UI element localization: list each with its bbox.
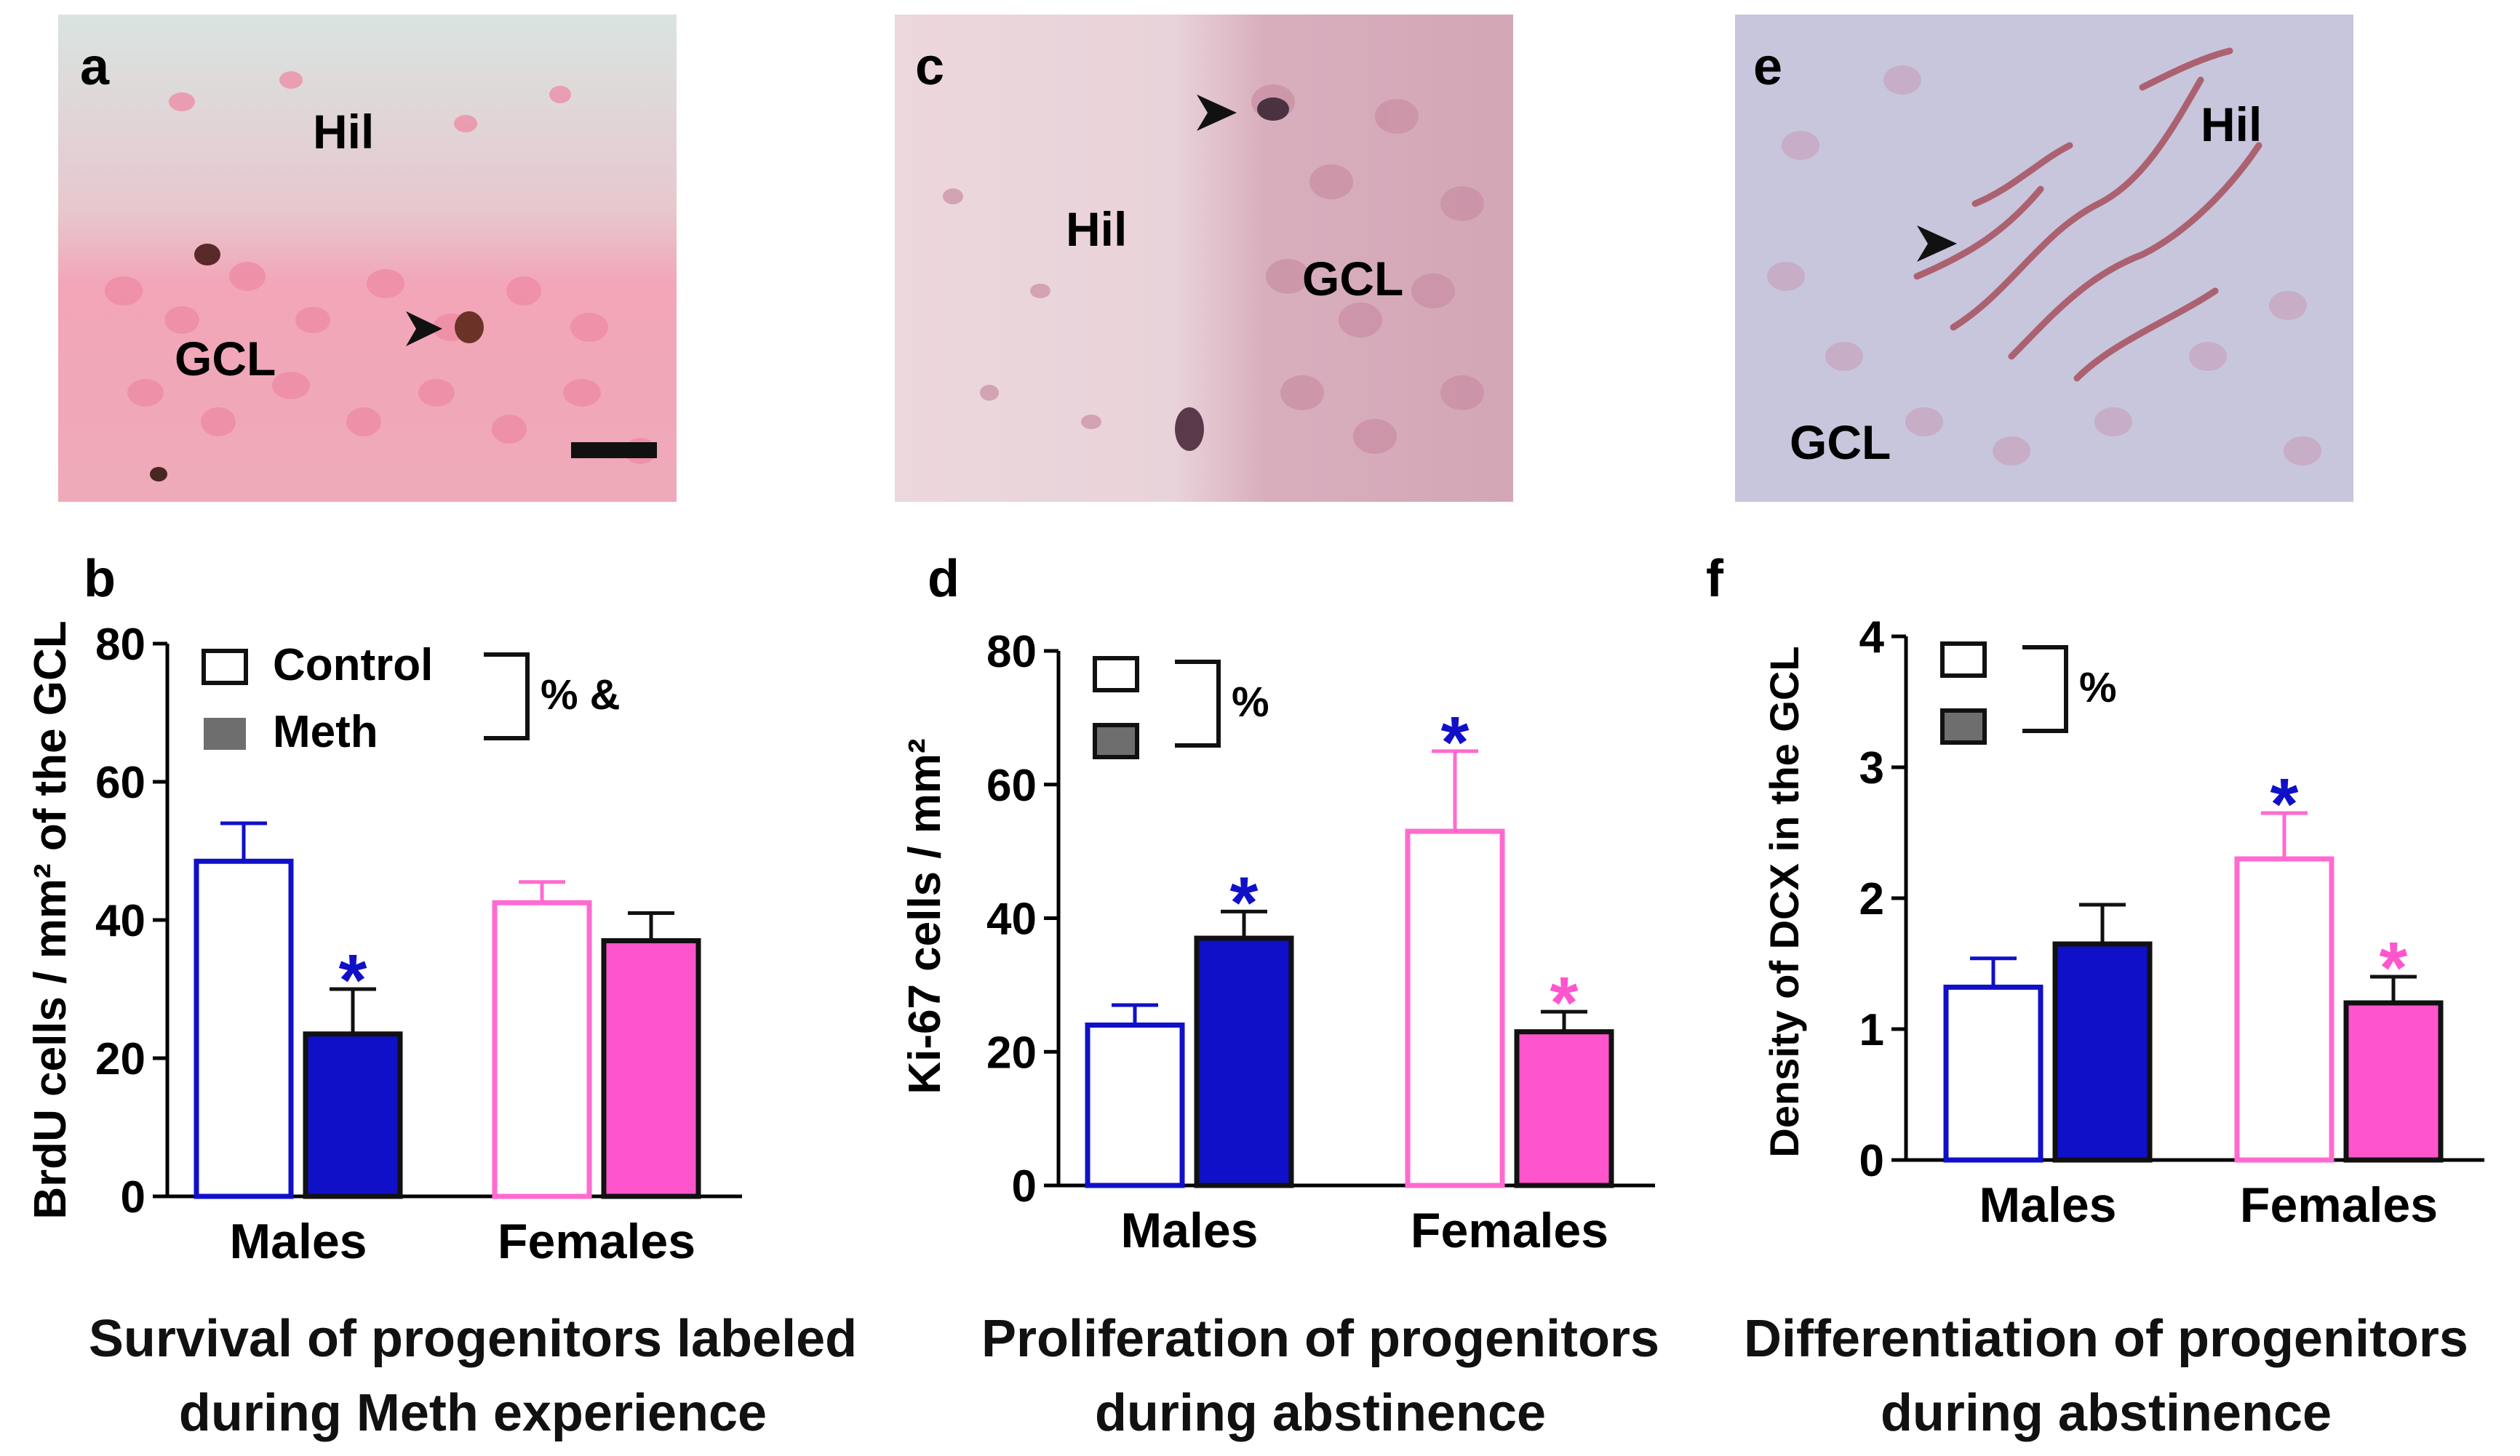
y-axis-label: BrdU cells / mm² of the GCL	[25, 620, 76, 1219]
y-tick-label: 20	[95, 1034, 145, 1084]
y-tick-label: 80	[986, 627, 1037, 677]
y-tick-label: 80	[95, 620, 145, 670]
bar-meth-females	[2343, 1000, 2444, 1163]
caption-b-line-2: during Meth experience	[178, 1384, 767, 1442]
legend-stat: %	[1232, 679, 1269, 726]
y-tick-label: 4	[1859, 612, 1885, 663]
chart-d: d 0 20 40 60 80 Ki-67 cells / mm² Males Females *…	[858, 531, 1673, 1316]
category-label-males: Males	[1979, 1177, 2117, 1233]
legend-swatch-control	[202, 649, 248, 685]
region-label-gcl: GCL	[1790, 415, 1891, 469]
bar-meth-males	[303, 1031, 403, 1199]
chart-f-svg: f 0 1 2 3 4 Density of DCX in the GCL Males Fema…	[1706, 550, 2484, 1233]
significance-asterisk: *	[1230, 862, 1259, 943]
category-label-females: Females	[2240, 1177, 2438, 1233]
bar-control-females	[492, 900, 592, 1199]
chart-f: f 0 1 2 3 4 Density of DCX in the GCL Males Fema…	[1695, 531, 2510, 1316]
y-tick-label: 60	[95, 758, 145, 808]
chart-d-svg: d 0 20 40 60 80 Ki-67 cells / mm² Males Females *…	[900, 550, 1655, 1258]
y-tick-label: 0	[1012, 1161, 1037, 1212]
region-label-gcl: GCL	[175, 332, 276, 385]
significance-asterisk: *	[339, 940, 367, 1021]
micrograph-e: e Hil GCL	[1735, 15, 2353, 502]
category-label-females: Females	[1411, 1203, 1608, 1258]
bar-control-males	[194, 858, 294, 1199]
region-label-hil: Hil	[1066, 202, 1128, 256]
panel-label-e: e	[1753, 38, 1783, 96]
category-label-males: Males	[230, 1214, 367, 1269]
chart-b: b 0 20 40 60 80 BrdU cells / mm² of the GCL Mal…	[15, 531, 829, 1316]
legend-swatch-control	[1093, 656, 1139, 692]
micrograph-a-image	[58, 15, 677, 502]
bar-control-females	[2234, 856, 2334, 1163]
panel-label-f: f	[1706, 550, 1724, 608]
legend-swatch-control	[1940, 641, 1987, 678]
y-tick-label: 20	[986, 1028, 1037, 1078]
region-label-hil: Hil	[313, 105, 375, 159]
y-tick-label: 40	[95, 896, 145, 946]
legend-label-meth: Meth	[273, 707, 378, 757]
legend-swatch-meth	[1093, 723, 1139, 759]
legend-bracket	[2022, 645, 2068, 733]
y-tick-label: 3	[1859, 743, 1884, 793]
legend-swatch-meth	[1940, 708, 1987, 745]
caption-d: Proliferation of progenitors during abst…	[891, 1302, 1750, 1450]
y-tick-label: 40	[986, 895, 1037, 945]
y-axis-label: Density of DCX in the GCL	[1761, 646, 1807, 1157]
bar-control-males	[1085, 1023, 1185, 1188]
panel-label-b: b	[84, 550, 116, 608]
legend-label-control: Control	[273, 640, 433, 690]
y-tick-label: 2	[1859, 874, 1884, 924]
category-label-males: Males	[1121, 1203, 1259, 1258]
category-label-females: Females	[498, 1214, 695, 1269]
significance-asterisk: *	[1441, 702, 1470, 783]
micrograph-c-image	[895, 15, 1513, 502]
legend-stat: %	[2079, 664, 2117, 711]
bar-control-males	[1943, 984, 2043, 1163]
y-tick-label: 0	[121, 1172, 145, 1223]
panel-label-c: c	[915, 38, 945, 96]
caption-d-line-2: during abstinence	[1094, 1384, 1547, 1442]
caption-d-line-1: Proliferation of progenitors	[981, 1310, 1660, 1368]
panel-label-a: a	[80, 38, 110, 96]
significance-asterisk: *	[2380, 927, 2408, 1009]
micrograph-e-image	[1735, 15, 2353, 502]
bar-control-females	[1405, 828, 1505, 1188]
legend-bracket	[484, 652, 530, 740]
y-axis-label: Ki-67 cells / mm²	[900, 738, 950, 1094]
bar-meth-males	[1194, 935, 1294, 1188]
y-tick-label: 0	[1859, 1136, 1884, 1186]
significance-asterisk: *	[1550, 962, 1579, 1044]
bar-meth-females	[1514, 1029, 1614, 1188]
region-label-gcl: GCL	[1302, 252, 1404, 305]
chart-b-svg: b 0 20 40 60 80 BrdU cells / mm² of the GCL Mal…	[25, 550, 742, 1269]
caption-f-line-1: Differentiation of progenitors	[1744, 1310, 2468, 1368]
significance-asterisk: *	[2270, 764, 2299, 845]
legend-swatch-meth	[204, 718, 246, 750]
y-tick-label: 60	[986, 761, 1037, 811]
legend-bracket	[1175, 660, 1221, 748]
bar-meth-males	[2052, 941, 2153, 1163]
bar-meth-females	[601, 938, 701, 1199]
y-tick-label: 1	[1859, 1005, 1884, 1055]
micrograph-c: c Hil GCL	[895, 15, 1513, 502]
micrograph-a: a Hil GCL	[58, 15, 677, 502]
legend-stat: % &	[541, 671, 621, 719]
caption-b-line-1: Survival of progenitors labeled	[88, 1310, 858, 1368]
caption-f-line-2: during abstinence	[1880, 1384, 2332, 1442]
region-label-hil: Hil	[2201, 97, 2262, 151]
panel-label-d: d	[928, 550, 960, 608]
caption-b: Survival of progenitors labeled during M…	[44, 1302, 902, 1450]
caption-f: Differentiation of progenitors during ab…	[1699, 1302, 2513, 1450]
